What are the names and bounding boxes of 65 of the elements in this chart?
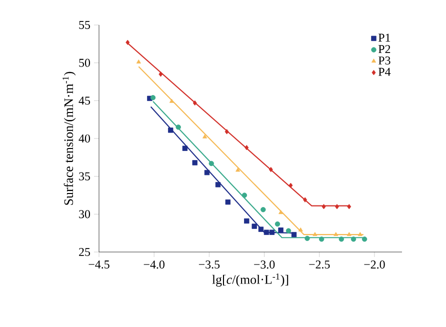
point <box>264 230 270 235</box>
point <box>304 236 310 241</box>
y-tick-label: 45 <box>78 96 90 105</box>
x-tick-label: −2.0 <box>364 260 385 269</box>
y-tick-label: 55 <box>79 21 90 29</box>
point <box>215 182 221 188</box>
point <box>274 221 280 227</box>
point <box>242 192 248 198</box>
point <box>224 129 229 134</box>
point <box>182 146 188 151</box>
legend-label: P1 <box>378 34 390 42</box>
y-axis-title: Surface tension/(mN·m$^{-1}$) <box>62 72 76 205</box>
point <box>126 40 130 45</box>
point <box>312 232 318 236</box>
point <box>335 204 339 210</box>
point <box>338 236 344 242</box>
x-tick-label: −2.5 <box>309 260 330 269</box>
legend-label: P4 <box>378 68 391 76</box>
point <box>136 59 141 64</box>
point <box>298 227 303 232</box>
legend-label: P3 <box>378 56 390 65</box>
point <box>322 204 326 210</box>
point <box>291 232 297 238</box>
point <box>252 224 257 229</box>
point <box>286 228 292 234</box>
point <box>158 72 163 77</box>
point <box>278 210 284 214</box>
point <box>278 227 284 233</box>
y-tick-label: 30 <box>79 210 90 218</box>
point <box>347 204 352 210</box>
point <box>169 98 174 103</box>
x-tick-label: −4.0 <box>144 260 164 269</box>
x-tick-label: −3.0 <box>254 260 275 269</box>
point <box>334 232 338 236</box>
y-tick-label: 40 <box>78 134 90 143</box>
point <box>260 207 266 212</box>
point <box>288 182 293 188</box>
point <box>225 199 231 205</box>
point <box>202 134 208 138</box>
point <box>204 170 210 176</box>
point <box>236 168 240 172</box>
point <box>269 230 275 235</box>
point <box>192 160 198 166</box>
point <box>176 124 181 130</box>
x-tick-label: −3.5 <box>198 260 220 269</box>
point <box>150 95 156 100</box>
point <box>318 236 324 242</box>
point <box>358 232 362 236</box>
point <box>268 166 273 172</box>
point <box>244 218 250 224</box>
point <box>258 226 264 232</box>
x-axis-title: lg[c/(mol·L$^{-1}$)] <box>212 273 288 287</box>
y-tick-label: 35 <box>79 172 90 180</box>
point <box>303 197 308 202</box>
y-tick-label: 25 <box>79 248 90 256</box>
point <box>208 160 214 166</box>
point <box>168 128 174 133</box>
point <box>192 100 197 106</box>
y-tick-label: 50 <box>79 58 90 67</box>
point <box>350 236 356 242</box>
point <box>244 144 249 150</box>
legend-label: P2 <box>378 45 390 54</box>
point <box>346 232 352 236</box>
point <box>362 236 368 242</box>
x-tick-label: −4.5 <box>88 260 110 269</box>
